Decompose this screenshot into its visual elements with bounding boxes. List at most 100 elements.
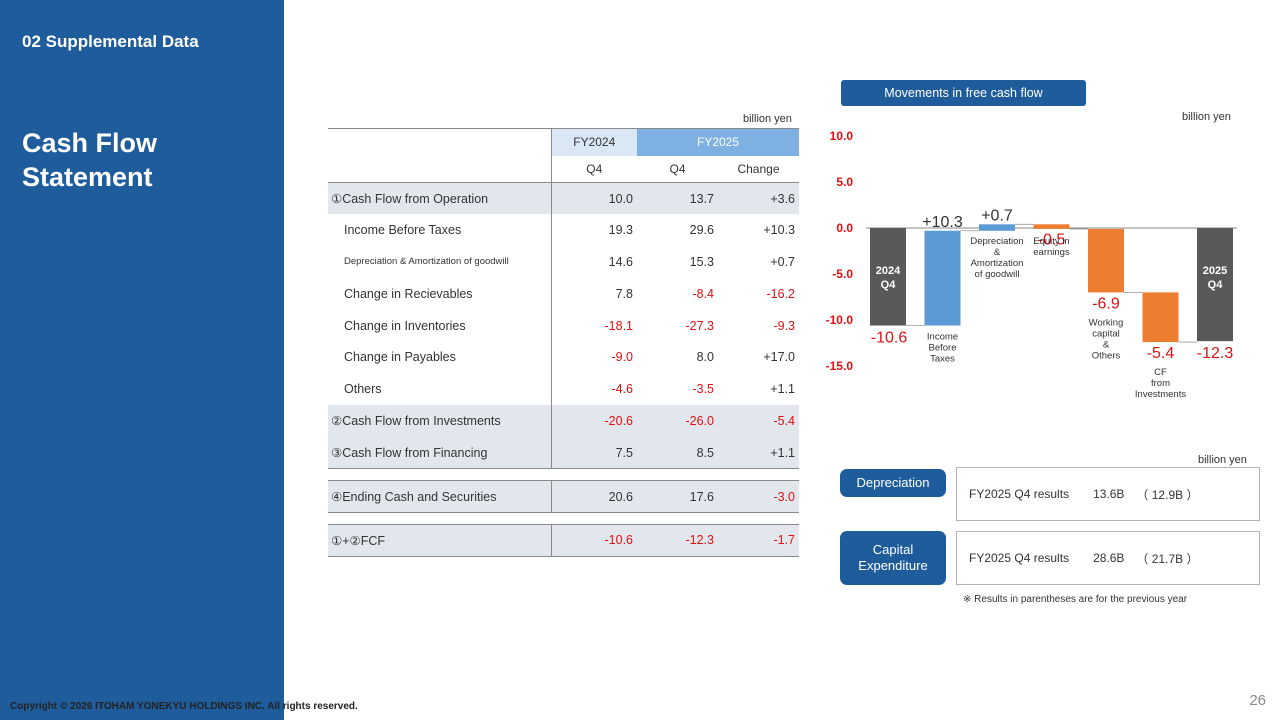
subheader-change: Change	[718, 155, 799, 183]
y-tick-label: 10.0	[830, 129, 854, 143]
category-label: Others	[1092, 350, 1121, 361]
bar-inner-label: Q4	[881, 279, 897, 291]
cell-fy2025: 8.5	[637, 436, 718, 469]
cell-change: -16.2	[766, 286, 796, 301]
spacer-cell	[328, 511, 799, 525]
cell-fy2024: 20.6	[551, 480, 637, 513]
copyright: Copyright © 2026 ITOHAM YONEKYU HOLDINGS…	[10, 701, 358, 712]
waterfall-bar	[1088, 228, 1124, 293]
table-row: ②Cash Flow from Investments -20.6 -26.0 …	[328, 405, 799, 437]
cell-fy2025: 15.3	[689, 254, 714, 269]
cell-change: +1.1	[718, 436, 799, 469]
category-label: capital	[1092, 328, 1119, 339]
cell-fy2024: -9.0	[611, 350, 633, 365]
category-label: from	[1151, 378, 1170, 389]
cell-fy2025: 29.6	[689, 223, 714, 238]
cell-change: +17.0	[763, 350, 795, 365]
category-label: Working	[1089, 317, 1124, 328]
waterfall-bar	[979, 224, 1015, 231]
fcf-unit: billion yen	[1182, 111, 1231, 123]
row-label: Others	[328, 373, 552, 406]
page-title-line-2: Statement	[22, 162, 153, 192]
table-spacer	[328, 468, 799, 482]
capex-period: FY2025 Q4 results	[969, 551, 1070, 565]
header-fy2025: FY2025	[637, 128, 799, 156]
table-row: Income Before Taxes 19.3 29.6 +10.3	[328, 214, 799, 247]
capex-value: 28.6B	[1093, 551, 1125, 565]
value-label: -6.9	[1092, 295, 1120, 312]
page-number: 26	[1249, 692, 1266, 709]
cell-fy2024: -18.1	[604, 318, 634, 333]
cell-fy2024: 10.0	[551, 182, 637, 215]
fcf-title: Movements in free cash flow	[841, 80, 1086, 106]
table-row: Change in Inventories -18.1 -27.3 -9.3	[328, 309, 799, 342]
value-label: +10.3	[922, 214, 963, 231]
depreciation-previous: （ 12.9B ）	[1136, 487, 1199, 502]
waterfall-bar	[1142, 292, 1179, 343]
cell-fy2024: -4.6	[611, 382, 633, 397]
category-label: earnings	[1033, 247, 1070, 258]
cell-fy2025: 13.7	[637, 182, 718, 215]
y-tick-label: -15.0	[826, 359, 854, 373]
cell-change: +10.3	[763, 223, 795, 238]
row-label: Income Before Taxes	[328, 214, 552, 247]
row-label: ①+②FCF	[328, 524, 552, 557]
cell-fy2025: -26.0	[637, 405, 718, 437]
cell-fy2025: -3.5	[692, 382, 714, 397]
category-label: Equity in	[1033, 236, 1069, 247]
cell-fy2024: 7.8	[615, 286, 633, 301]
waterfall-bar	[1033, 224, 1070, 229]
category-label: Before	[929, 343, 957, 354]
section-label: 02 Supplemental Data	[22, 32, 199, 51]
depreciation-value: 13.6B	[1093, 487, 1125, 501]
cell-fy2024: 19.3	[608, 223, 633, 238]
category-label: Depreciation	[970, 236, 1023, 247]
capex-label-line-2: Expenditure	[858, 558, 928, 573]
table-row: Change in Payables -9.0 8.0 +17.0	[328, 341, 799, 374]
value-label: -0.5	[1038, 231, 1066, 248]
depreciation-label: Depreciation	[840, 469, 946, 497]
fcf-waterfall-chart: 10.0 5.0 0.0 -5.0 -10.0 -15.0 -10.6 2024 Q4 +10.3…	[826, 129, 1237, 400]
header-fy2024: FY2024	[551, 128, 637, 156]
category-label: of goodwill	[975, 269, 1020, 280]
row-label: ①Cash Flow from Operation	[328, 182, 552, 215]
table-row: ④Ending Cash and Securities 20.6 17.6 -3…	[328, 480, 799, 513]
capex-previous: （ 21.7B ）	[1136, 551, 1199, 566]
category-label: &	[994, 247, 1001, 258]
value-label: -12.3	[1197, 345, 1234, 362]
cell-change: -3.0	[718, 480, 799, 513]
row-label: Depreciation & Amortization of goodwill	[328, 246, 552, 278]
cell-fy2025: -12.3	[637, 524, 718, 557]
row-label: Change in Recievables	[328, 277, 552, 310]
row-label: Change in Payables	[328, 341, 552, 374]
depreciation-period: FY2025 Q4 results	[969, 487, 1070, 501]
bar-inner-label: 2024	[876, 265, 901, 277]
row-label: ③Cash Flow from Financing	[328, 436, 552, 469]
subheader-blank	[328, 155, 552, 183]
cell-fy2025: 8.0	[696, 350, 714, 365]
sidebar: 02 Supplemental Data Cash Flow Statement	[0, 0, 284, 720]
row-label: ②Cash Flow from Investments	[328, 405, 552, 437]
table-header-row: FY2024 FY2025	[328, 128, 799, 156]
y-tick-label: 0.0	[836, 221, 853, 235]
table-spacer	[328, 511, 799, 525]
value-label: -10.6	[871, 330, 908, 347]
page-title-line-1: Cash Flow	[22, 128, 158, 158]
cash-flow-table: FY2024 FY2025 Q4 Q4 Change ①Cash Flow fr…	[328, 128, 799, 557]
bar-inner-label: 2025	[1203, 265, 1227, 277]
table-row: ①Cash Flow from Operation 10.0 13.7 +3.6	[328, 182, 799, 215]
cell-fy2025: -27.3	[685, 318, 715, 333]
table-row: Others -4.6 -3.5 +1.1	[328, 373, 799, 406]
cell-change: +0.7	[770, 254, 795, 269]
cell-fy2024: 14.6	[608, 254, 633, 269]
category-label: CF	[1154, 367, 1167, 378]
capex-label: Capital Expenditure	[840, 531, 946, 585]
row-label: Change in Inventories	[328, 309, 552, 342]
cell-change: -9.3	[773, 318, 795, 333]
table-unit: billion yen	[743, 113, 792, 125]
y-tick-label: 5.0	[836, 175, 853, 189]
spacer-cell	[328, 468, 799, 482]
cell-change: +3.6	[718, 182, 799, 215]
cell-fy2024: -10.6	[551, 524, 637, 557]
cell-change: -1.7	[718, 524, 799, 557]
